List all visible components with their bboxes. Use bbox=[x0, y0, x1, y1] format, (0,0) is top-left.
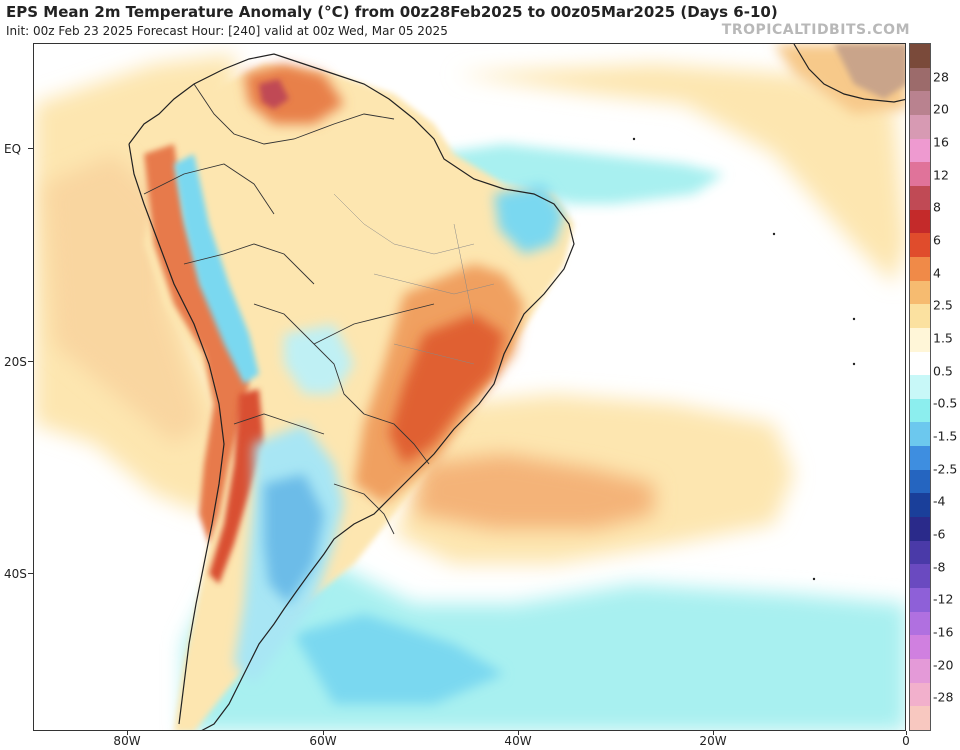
country-borders bbox=[143, 83, 435, 535]
colorbar bbox=[909, 43, 931, 731]
island bbox=[772, 232, 776, 236]
colorbar-swatch bbox=[910, 256, 930, 282]
colorbar-swatch bbox=[910, 446, 930, 471]
colorbar-swatch bbox=[910, 706, 930, 731]
island bbox=[812, 577, 816, 581]
colorbar-swatch bbox=[910, 375, 930, 400]
colorbar-swatch bbox=[910, 44, 930, 69]
anomaly-southern-cold-dark bbox=[294, 614, 504, 704]
colorbar-label: 28 bbox=[933, 69, 949, 85]
lon-label-0: 0 bbox=[902, 734, 910, 748]
lon-tick-60w bbox=[323, 731, 324, 735]
lat-tick-40s bbox=[28, 573, 33, 574]
watermark: TROPICALTIDBITS.COM bbox=[721, 22, 910, 38]
colorbar-label: 16 bbox=[933, 134, 949, 150]
anomaly-northeast-brazil-cool bbox=[494, 184, 564, 254]
anomaly-argentina-cold bbox=[264, 474, 324, 604]
colorbar-swatch bbox=[910, 635, 930, 660]
anomaly-venezuela-hot bbox=[244, 64, 344, 124]
colorbar-swatch bbox=[910, 351, 930, 376]
colorbar-label: -12 bbox=[933, 591, 954, 607]
south-america-coastline bbox=[128, 53, 575, 730]
colorbar-label: 12 bbox=[933, 167, 949, 183]
lat-tick-eq bbox=[28, 148, 33, 149]
colorbar-swatch bbox=[910, 138, 930, 163]
colorbar-label: 4 bbox=[933, 265, 941, 281]
colorbar-label: -20 bbox=[933, 657, 954, 673]
colorbar-swatch bbox=[910, 588, 930, 613]
colorbar-label: -2.5 bbox=[933, 461, 958, 477]
lon-tick-80w bbox=[127, 731, 128, 735]
anomaly-africa-dark bbox=[834, 44, 905, 99]
lat-label-20s: 20S bbox=[4, 355, 27, 369]
lat-label-40s: 40S bbox=[4, 567, 27, 581]
lon-label-40w: 40W bbox=[504, 734, 532, 748]
colorbar-swatch bbox=[910, 233, 930, 258]
lon-label-80w: 80W bbox=[113, 734, 141, 748]
colorbar-label: -6 bbox=[933, 526, 946, 542]
island bbox=[852, 362, 856, 366]
colorbar-label: 20 bbox=[933, 101, 949, 117]
island bbox=[632, 137, 636, 141]
south-america-west-coast bbox=[128, 143, 225, 725]
anomaly-north-atlantic-warm bbox=[454, 64, 905, 284]
anomaly-andes-warm bbox=[144, 144, 249, 544]
anomaly-brazil-very-hot bbox=[389, 314, 504, 464]
anomaly-andes-hot-south bbox=[209, 389, 264, 584]
colorbar-label: -4 bbox=[933, 493, 946, 509]
colorbar-label: -8 bbox=[933, 559, 946, 575]
map-subtitle: Init: 00z Feb 23 2025 Forecast Hour: [24… bbox=[6, 24, 448, 38]
colorbar-label: -0.5 bbox=[933, 395, 958, 411]
colorbar-swatch bbox=[910, 517, 930, 542]
colorbar-swatch bbox=[910, 185, 930, 211]
colorbar-label: -28 bbox=[933, 689, 954, 705]
colorbar-label: 6 bbox=[933, 232, 941, 248]
colorbar-swatch bbox=[910, 469, 930, 494]
anomaly-bolivia-cool bbox=[284, 324, 354, 394]
colorbar-swatch bbox=[910, 162, 930, 187]
colorbar-swatch bbox=[910, 493, 930, 518]
colorbar-swatch bbox=[910, 327, 930, 352]
map-title: EPS Mean 2m Temperature Anomaly (°C) fro… bbox=[6, 3, 778, 21]
anomaly-andes-cool bbox=[174, 154, 259, 384]
colorbar-swatch bbox=[910, 67, 930, 92]
colorbar-label: 1.5 bbox=[933, 330, 953, 346]
colorbar-swatch bbox=[910, 91, 930, 116]
colorbar-swatch bbox=[910, 540, 930, 565]
colorbar-swatch bbox=[910, 398, 930, 423]
anomaly-venezuela-core bbox=[259, 79, 289, 109]
lon-tick-20w bbox=[713, 731, 714, 735]
lon-label-20w: 20W bbox=[699, 734, 727, 748]
colorbar-swatch bbox=[910, 304, 930, 329]
colorbar-swatch bbox=[910, 209, 930, 234]
colorbar-label: -1.5 bbox=[933, 428, 958, 444]
map-canvas bbox=[34, 44, 905, 730]
lon-tick-0 bbox=[906, 731, 907, 735]
colorbar-swatch bbox=[910, 564, 930, 589]
state-borders bbox=[333, 193, 495, 365]
lat-tick-20s bbox=[28, 361, 33, 362]
colorbar-swatch bbox=[910, 114, 930, 140]
colorbar-swatch bbox=[910, 280, 930, 305]
anomaly-map bbox=[33, 43, 906, 731]
lon-label-60w: 60W bbox=[309, 734, 337, 748]
colorbar-swatch bbox=[910, 611, 930, 636]
colorbar-label: 2.5 bbox=[933, 297, 953, 313]
anomaly-south-atlantic-orange bbox=[414, 454, 654, 529]
colorbar-label: 0.5 bbox=[933, 363, 953, 379]
island bbox=[852, 317, 856, 321]
colorbar-swatch bbox=[910, 422, 930, 447]
colorbar-label: -16 bbox=[933, 624, 954, 640]
lon-tick-40w bbox=[518, 731, 519, 735]
africa-coastline bbox=[793, 44, 905, 103]
lat-label-eq: EQ bbox=[4, 142, 22, 156]
colorbar-swatch bbox=[910, 659, 930, 684]
colorbar-label: 8 bbox=[933, 199, 941, 215]
colorbar-swatch bbox=[910, 682, 930, 707]
